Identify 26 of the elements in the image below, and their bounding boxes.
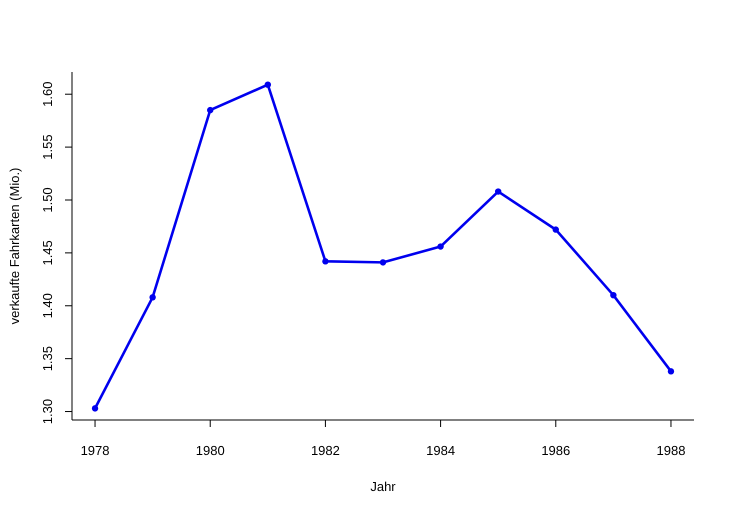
y-tick-label: 1.50 [40,187,55,213]
point [264,81,272,88]
y-tick-label: 1.55 [40,134,55,160]
point [149,294,156,300]
x-tick-label: 1982 [310,443,340,458]
point [494,188,502,195]
x-tick-label: 1984 [426,443,456,458]
x-tick-label: 1980 [196,443,225,458]
point [322,258,329,265]
y-axis-title: verkaufte Fahrkarten (Mio.) [7,168,22,324]
y-tick-label: 1.30 [40,398,55,424]
x-tick-label: 1986 [541,443,570,458]
point [552,226,559,233]
y-tick-label: 1.40 [40,293,55,318]
y-tick-label: 1.45 [40,240,55,266]
x-axis-title: Jahr [370,479,396,494]
point [437,243,444,250]
point [668,368,674,375]
y-tick-label: 1.60 [40,82,55,107]
point [610,292,617,298]
point [92,405,98,412]
point [207,106,214,114]
x-tick-label: 1988 [656,443,686,458]
point [380,259,386,266]
y-tick-label: 1.35 [40,346,55,372]
x-tick-label: 1978 [80,443,110,458]
